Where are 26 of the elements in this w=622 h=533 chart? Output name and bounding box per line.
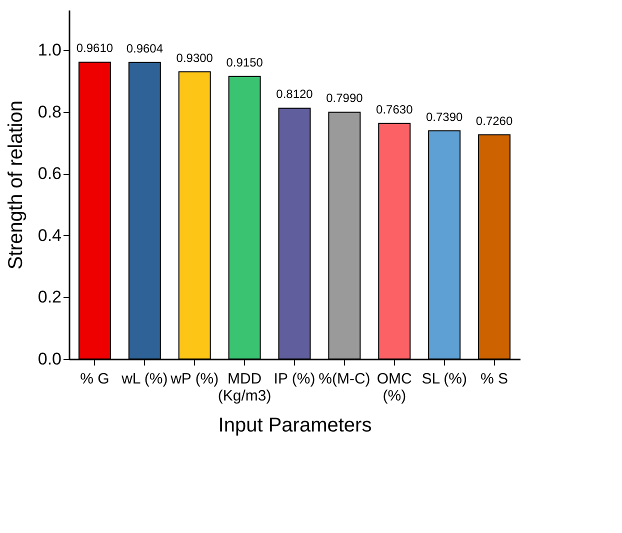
data-label: 0.9610 [76, 41, 114, 56]
x-tick-label: MDD (Kg/m3) [218, 370, 272, 404]
y-tick-label: 0.2 [38, 288, 62, 307]
x-tick-label: wP (%) [170, 370, 219, 388]
x-axis-title: Input Parameters [218, 414, 372, 436]
x-tick-label: IP (%) [274, 370, 316, 388]
x-tick-label: %(M-C) [318, 370, 370, 388]
data-label: 0.8120 [276, 87, 314, 102]
x-tick-label: SL (%) [422, 370, 467, 388]
data-label: 0.7630 [376, 102, 414, 116]
y-tick-label: 1.0 [38, 40, 62, 60]
data-label: 0.9604 [126, 41, 164, 56]
data-label: 0.7390 [426, 110, 464, 124]
y-axis-title: Strength of relation [4, 100, 27, 270]
data-label: 0.7260 [476, 114, 513, 128]
x-tick-label: % S [480, 370, 508, 388]
y-tick-label: 0.4 [38, 226, 62, 245]
x-tick-label: % G [80, 370, 110, 388]
data-label: 0.9150 [226, 55, 264, 70]
data-label: 0.7990 [326, 91, 364, 106]
data-label: 0.9300 [176, 50, 214, 65]
x-tick-label: OMC (%) [376, 370, 412, 404]
y-tick-label: 0.6 [38, 164, 62, 184]
y-tick-label: 0.0 [38, 350, 62, 368]
y-tick-label: 0.8 [38, 102, 62, 122]
x-tick-label: wL (%) [120, 370, 168, 388]
